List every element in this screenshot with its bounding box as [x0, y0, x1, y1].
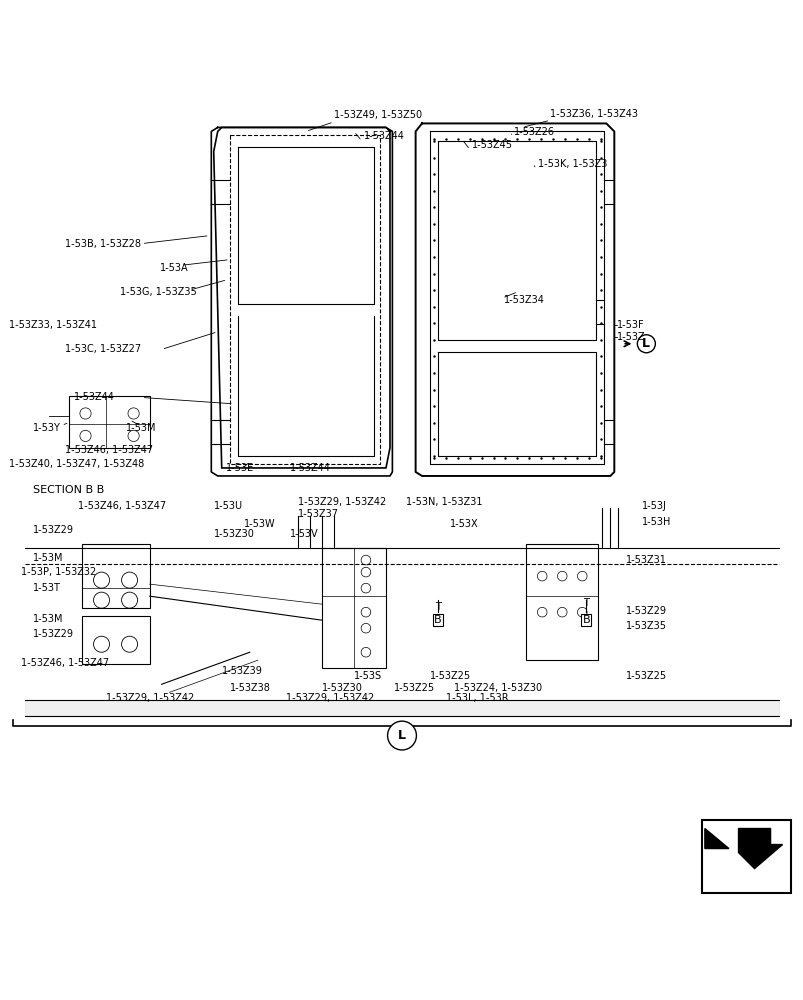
Text: 1-53Z36, 1-53Z43: 1-53Z36, 1-53Z43 — [549, 109, 638, 119]
Text: 1-53Z29: 1-53Z29 — [34, 629, 75, 639]
Text: B: B — [434, 615, 442, 625]
Text: 1-53Z29, 1-53Z42: 1-53Z29, 1-53Z42 — [105, 693, 194, 703]
Text: 1-53Z34: 1-53Z34 — [503, 295, 544, 305]
Text: 1-53A: 1-53A — [160, 263, 189, 273]
Text: 1-53L, 1-53R: 1-53L, 1-53R — [446, 693, 508, 703]
Text: 1-53Y: 1-53Y — [34, 423, 61, 433]
Text: 1-53Z37: 1-53Z37 — [297, 509, 338, 519]
Text: 1-53Z46, 1-53Z47: 1-53Z46, 1-53Z47 — [22, 658, 109, 668]
Circle shape — [387, 721, 416, 750]
Text: 1-53Z29: 1-53Z29 — [626, 606, 666, 616]
Text: 1-53G, 1-53Z35: 1-53G, 1-53Z35 — [120, 287, 197, 297]
Text: 1-53B, 1-53Z28: 1-53B, 1-53Z28 — [65, 239, 141, 249]
Text: 1-53Z46, 1-53Z47: 1-53Z46, 1-53Z47 — [65, 445, 153, 455]
Text: 1-53Z44: 1-53Z44 — [289, 463, 330, 473]
Text: 1-53Z25: 1-53Z25 — [626, 671, 666, 681]
Text: 1-53Z35: 1-53Z35 — [626, 621, 666, 631]
Text: 1-53M: 1-53M — [34, 614, 64, 624]
Text: L: L — [397, 729, 406, 742]
Text: 1-53Z49, 1-53Z50: 1-53Z49, 1-53Z50 — [333, 110, 422, 120]
Text: 1-53Z24, 1-53Z30: 1-53Z24, 1-53Z30 — [454, 683, 541, 693]
Text: 1-53H: 1-53H — [642, 517, 671, 527]
Text: 1-53S: 1-53S — [353, 671, 381, 681]
Text: 1-53V: 1-53V — [289, 529, 318, 539]
Text: 1-53X: 1-53X — [450, 519, 478, 529]
Text: 1-53Z25: 1-53Z25 — [430, 671, 471, 681]
Text: 1-53Z45: 1-53Z45 — [471, 140, 512, 150]
Text: 1-53Z25: 1-53Z25 — [393, 683, 434, 693]
Text: 1-53E: 1-53E — [226, 463, 254, 473]
Text: T: T — [434, 602, 440, 612]
Text: T: T — [583, 598, 589, 608]
Text: 1-53U: 1-53U — [214, 501, 243, 511]
Text: 1-53Z26: 1-53Z26 — [514, 127, 555, 137]
Text: 1-53Z46, 1-53Z47: 1-53Z46, 1-53Z47 — [77, 501, 165, 511]
Polygon shape — [738, 829, 781, 869]
Text: 1-53P, 1-53Z32: 1-53P, 1-53Z32 — [22, 567, 96, 577]
Text: 1-53T: 1-53T — [34, 583, 61, 593]
Text: 1-53J: 1-53J — [642, 501, 666, 511]
Polygon shape — [704, 829, 728, 849]
Text: 1-53N, 1-53Z31: 1-53N, 1-53Z31 — [406, 497, 482, 507]
Text: 1-53Z44: 1-53Z44 — [73, 392, 114, 402]
Text: SECTION B B: SECTION B B — [34, 485, 104, 495]
Text: 1-53Z29, 1-53Z42: 1-53Z29, 1-53Z42 — [297, 497, 385, 507]
Text: 1-53M: 1-53M — [125, 423, 156, 433]
Text: 1-53Z40, 1-53Z47, 1-53Z48: 1-53Z40, 1-53Z47, 1-53Z48 — [10, 459, 145, 469]
Text: 1-53C, 1-53Z27: 1-53C, 1-53Z27 — [65, 344, 141, 354]
Text: 1-53Z31: 1-53Z31 — [626, 555, 666, 565]
Text: 1-53Z: 1-53Z — [616, 332, 645, 342]
Text: 1-53Z39: 1-53Z39 — [222, 666, 263, 676]
Text: 1-53Z33, 1-53Z41: 1-53Z33, 1-53Z41 — [10, 320, 97, 330]
Text: 1-53Z30: 1-53Z30 — [214, 529, 255, 539]
Text: 1-53Z29: 1-53Z29 — [34, 525, 75, 535]
Text: 1-53Z38: 1-53Z38 — [230, 683, 271, 693]
Text: 1-53Z29, 1-53Z42: 1-53Z29, 1-53Z42 — [286, 693, 373, 703]
Text: 1-53Z30: 1-53Z30 — [321, 683, 362, 693]
Text: L: L — [642, 337, 650, 350]
Text: 1-53K, 1-53Z3: 1-53K, 1-53Z3 — [537, 159, 607, 169]
Text: 1-53F: 1-53F — [616, 320, 643, 330]
Text: 1-53Z44: 1-53Z44 — [363, 131, 404, 141]
Text: 1-53M: 1-53M — [34, 553, 64, 563]
Text: B: B — [581, 615, 589, 625]
Text: 1-53W: 1-53W — [244, 519, 275, 529]
